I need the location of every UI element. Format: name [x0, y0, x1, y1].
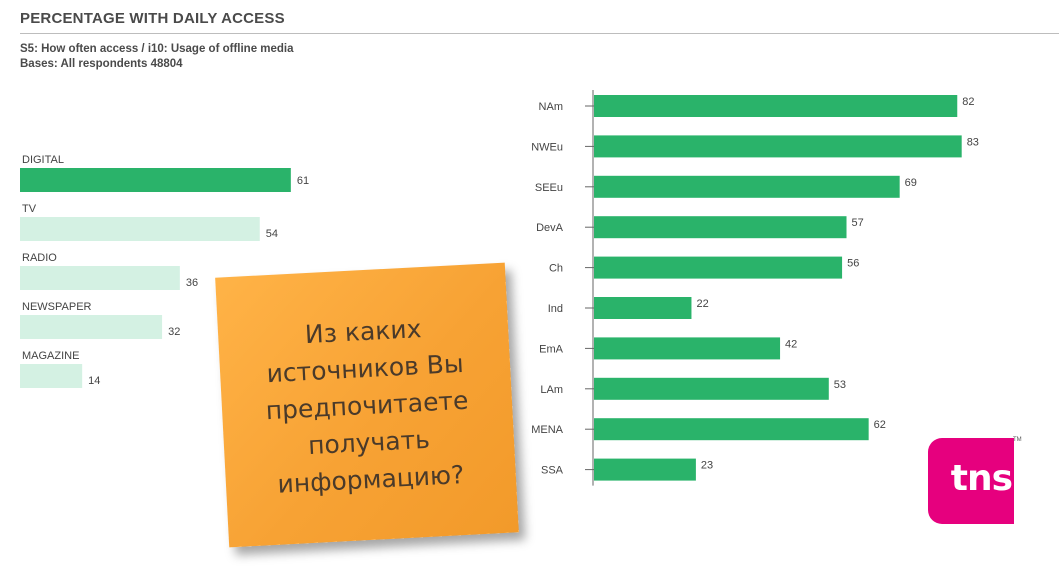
region-label: MENA — [531, 424, 563, 436]
media-label: TV — [22, 203, 37, 215]
tns-logo: tns — [928, 438, 1014, 524]
region-bar — [594, 216, 847, 239]
region-bar — [594, 337, 781, 360]
chart-title: PERCENTAGE WITH DAILY ACCESS — [20, 10, 285, 27]
region-value: 69 — [905, 177, 917, 189]
media-value: 54 — [266, 228, 278, 240]
region-label: DevA — [536, 222, 564, 234]
chart-subtitle-bases: Bases: All respondents 48804 — [20, 58, 183, 70]
media-label: NEWSPAPER — [22, 301, 92, 313]
region-label: NAm — [539, 101, 563, 113]
media-bar — [20, 168, 291, 192]
media-value: 14 — [88, 375, 100, 387]
trademark-mark: TM — [1013, 437, 1022, 443]
region-value: 53 — [834, 379, 846, 391]
region-bar — [594, 95, 958, 117]
region-bar — [594, 135, 962, 158]
region-value: 62 — [874, 419, 886, 431]
region-value: 22 — [696, 298, 708, 310]
media-value: 32 — [168, 326, 180, 338]
media-label: DIGITAL — [22, 154, 64, 166]
media-bar — [20, 266, 180, 290]
media-bar — [20, 315, 163, 339]
chart-subtitle-question: S5: How often access / i10: Usage of off… — [20, 43, 294, 55]
region-label: SSA — [541, 465, 564, 477]
media-label: RADIO — [22, 252, 57, 264]
region-label: SEEu — [535, 182, 563, 194]
region-label: EmA — [539, 343, 564, 355]
region-bar — [594, 458, 696, 481]
title-divider — [20, 33, 1059, 34]
region-value: 57 — [852, 217, 864, 229]
region-value: 42 — [785, 338, 797, 350]
region-label: NWEu — [531, 141, 563, 153]
region-bar — [594, 418, 869, 441]
region-bar — [594, 175, 900, 198]
region-bar — [594, 377, 829, 400]
region-bar — [594, 256, 843, 279]
sticky-note: Из каких источников Вы предпочитаете пол… — [215, 262, 519, 548]
region-label: Ch — [549, 263, 563, 275]
region-value: 56 — [847, 258, 859, 270]
media-bar — [20, 364, 83, 388]
media-value: 61 — [297, 175, 309, 187]
region-value: 83 — [967, 136, 979, 148]
media-value: 36 — [186, 277, 198, 289]
tns-logo-text: tns — [950, 458, 1013, 499]
media-label: MAGAZINE — [22, 350, 79, 362]
region-label: LAm — [540, 384, 563, 396]
region-label: Ind — [548, 303, 563, 315]
region-value: 82 — [962, 96, 974, 108]
sticky-note-text: Из каких источников Вы предпочитаете пол… — [265, 313, 469, 499]
region-bar — [594, 297, 692, 319]
media-bar — [20, 217, 260, 241]
region-value: 23 — [701, 460, 713, 472]
